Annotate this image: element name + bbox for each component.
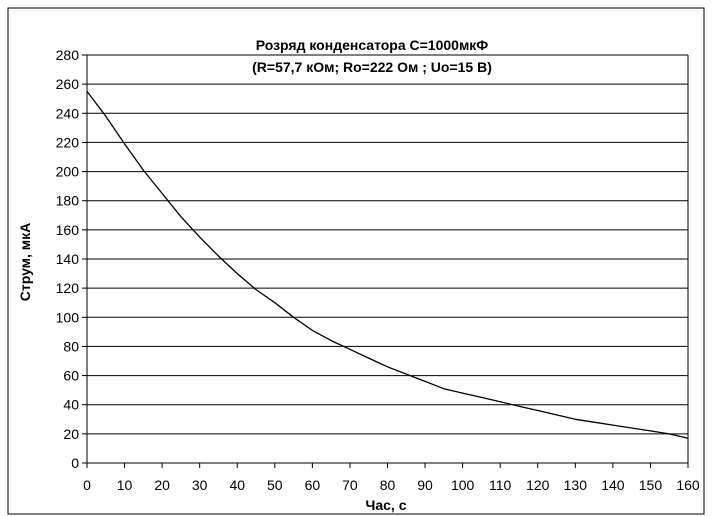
y-tick-label: 180 bbox=[56, 193, 80, 209]
x-tick-label: 10 bbox=[117, 477, 133, 493]
chart-title: Розряд конденсатора С=1000мкФ bbox=[256, 37, 489, 53]
x-tick-label: 140 bbox=[601, 477, 625, 493]
y-tick-label: 120 bbox=[56, 280, 80, 296]
x-tick-label: 130 bbox=[564, 477, 588, 493]
y-tick-label: 60 bbox=[63, 368, 79, 384]
y-tick-label: 260 bbox=[56, 76, 80, 92]
x-tick-label: 150 bbox=[639, 477, 663, 493]
x-tick-label: 110 bbox=[489, 477, 512, 493]
y-tick-label: 220 bbox=[56, 134, 80, 150]
tick-labels: 0 20 40 60 80 100 120 140 160 180 200 220 240 260 280 0… bbox=[56, 47, 700, 493]
y-axis-label: Струм, мкА bbox=[17, 223, 33, 302]
x-tick-label: 70 bbox=[342, 477, 358, 493]
y-tick-label: 40 bbox=[63, 397, 79, 413]
chart-subtitle: (R=57,7 кОм; Ro=222 Ом ; Uo=15 В) bbox=[252, 59, 492, 75]
x-tick-label: 100 bbox=[451, 477, 475, 493]
x-tick-label: 80 bbox=[380, 477, 396, 493]
x-axis-label: Час, с bbox=[366, 497, 407, 513]
y-tick-label: 20 bbox=[63, 426, 79, 442]
y-tick-label: 100 bbox=[56, 309, 80, 325]
y-tick-label: 240 bbox=[56, 105, 80, 121]
y-tick-label: 80 bbox=[63, 338, 79, 354]
y-tick-label: 280 bbox=[56, 47, 80, 63]
x-tick-label: 30 bbox=[192, 477, 208, 493]
chart-frame bbox=[7, 7, 705, 515]
x-tick-label: 0 bbox=[83, 477, 91, 493]
gridlines bbox=[87, 54, 689, 463]
x-tick-label: 60 bbox=[305, 477, 321, 493]
x-tick-label: 90 bbox=[417, 477, 433, 493]
y-tick-label: 160 bbox=[56, 222, 80, 238]
series-line-0 bbox=[86, 91, 689, 439]
x-tick-label: 20 bbox=[154, 477, 170, 493]
y-tick-label: 200 bbox=[56, 164, 80, 180]
axes bbox=[82, 54, 689, 468]
x-tick-label: 40 bbox=[229, 477, 245, 493]
y-tick-label: 0 bbox=[71, 455, 79, 471]
x-tick-label: 160 bbox=[676, 477, 700, 493]
y-tick-label: 140 bbox=[56, 251, 80, 267]
x-tick-label: 50 bbox=[267, 477, 283, 493]
series-layer bbox=[86, 91, 689, 439]
x-tick-label: 120 bbox=[526, 477, 550, 493]
